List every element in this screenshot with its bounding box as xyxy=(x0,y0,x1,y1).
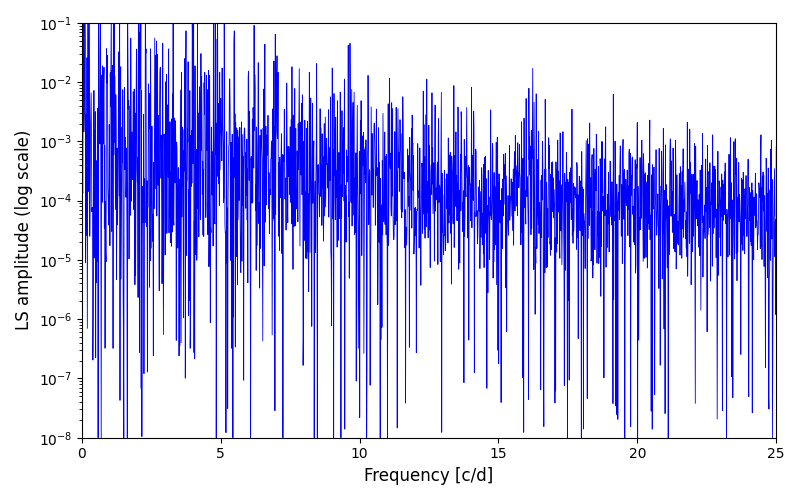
X-axis label: Frequency [c/d]: Frequency [c/d] xyxy=(364,467,494,485)
Y-axis label: LS amplitude (log scale): LS amplitude (log scale) xyxy=(15,130,33,330)
